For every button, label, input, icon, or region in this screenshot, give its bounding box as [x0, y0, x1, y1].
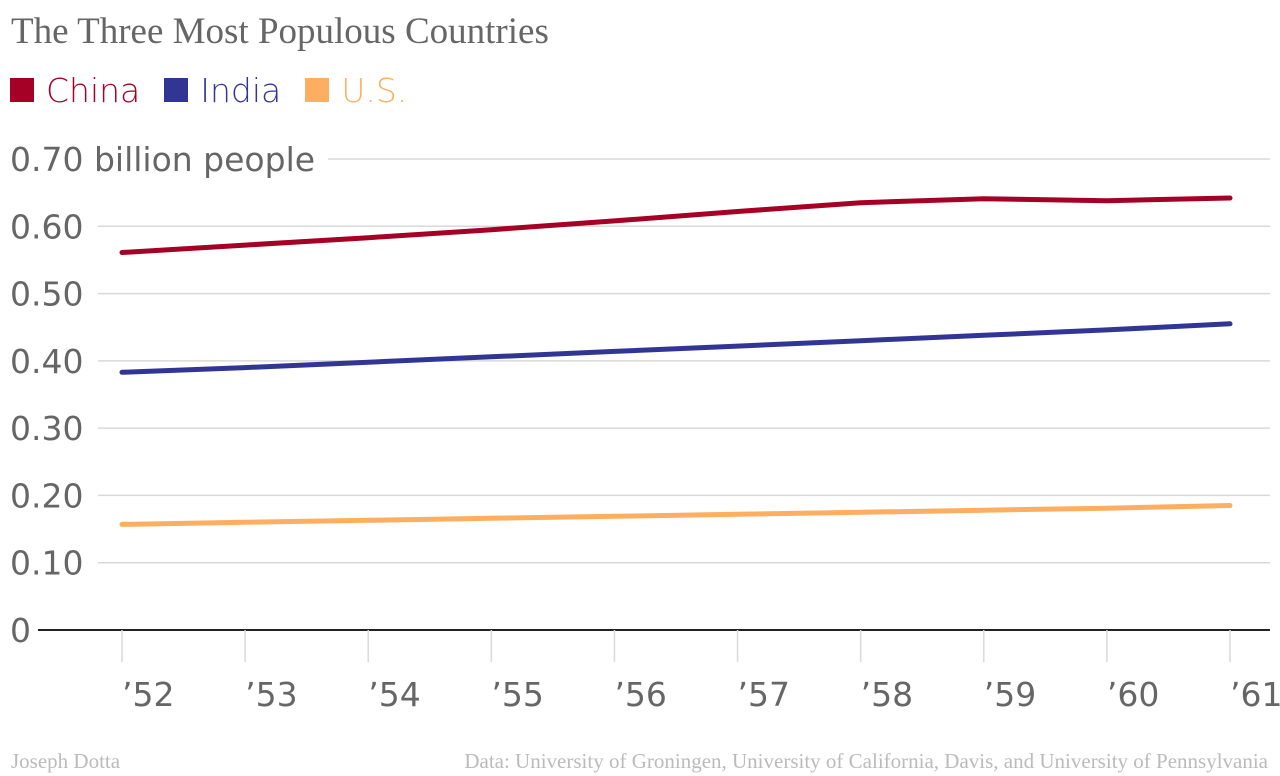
legend-label-india: India — [200, 70, 282, 110]
y-tick-label: 0.40 — [10, 342, 83, 381]
x-tick-label: ’56 — [614, 675, 666, 714]
x-tick-label: ’61 — [1230, 675, 1280, 714]
x-tick-label: ’58 — [861, 675, 913, 714]
x-tick-label: ’55 — [491, 675, 543, 714]
x-tick-label: ’54 — [368, 675, 420, 714]
x-tick-label: ’53 — [245, 675, 297, 714]
legend-item-india: India — [164, 71, 281, 110]
legend-item-china: China — [10, 71, 140, 110]
y-tick-label: 0.10 — [10, 544, 83, 583]
gridlines — [98, 158, 1270, 564]
chart-title: The Three Most Populous Countries — [11, 11, 549, 52]
legend: China India U.S. — [10, 68, 431, 112]
y-tick-label: 0 — [10, 611, 31, 650]
legend-swatch-india — [164, 78, 189, 102]
credit-text: Joseph Dotta — [11, 749, 121, 773]
y-tick-label: 0.30 — [10, 409, 83, 448]
legend-label-us: U.S. — [341, 70, 408, 110]
y-tick-label: 0.50 — [10, 275, 83, 314]
y-axis-labels: 0 0.10 0.20 0.30 0.40 0.50 0.60 0.70 billion pe… — [10, 140, 315, 650]
y-tick-label: 0.70 billion people — [10, 140, 315, 179]
legend-label-china: China — [46, 70, 141, 110]
series-line-china — [119, 195, 1233, 255]
legend-item-us: U.S. — [305, 71, 407, 110]
x-axis: ’52 ’53 ’54 ’55 ’56 ’57 ’58 ’59 ’60 ’61 — [38, 629, 1280, 714]
legend-swatch-us — [305, 78, 330, 102]
series-line-india — [119, 321, 1233, 375]
y-tick-label: 0.60 — [10, 207, 83, 246]
series-line-us — [119, 503, 1233, 527]
series-lines — [119, 195, 1233, 527]
x-tick-label: ’59 — [984, 675, 1036, 714]
x-tick-label: ’52 — [122, 675, 174, 714]
y-tick-label: 0.20 — [10, 476, 83, 515]
x-tick-label: ’60 — [1107, 675, 1159, 714]
legend-swatch-china — [10, 78, 34, 102]
x-tick-label: ’57 — [738, 675, 790, 714]
source-text: Data: University of Groningen, Universit… — [464, 749, 1268, 773]
